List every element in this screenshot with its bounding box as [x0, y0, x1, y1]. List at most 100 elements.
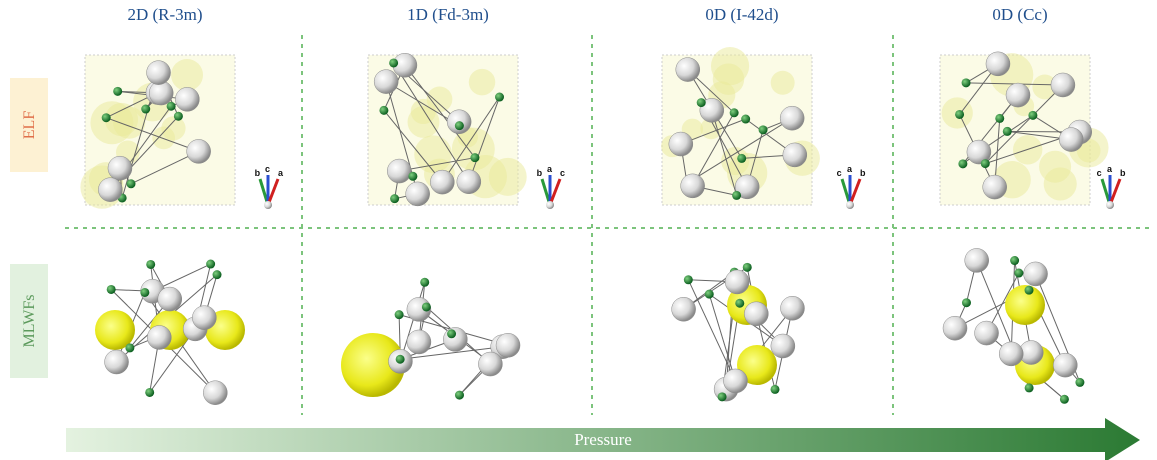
bond: [400, 346, 503, 360]
atom-small: [389, 58, 399, 68]
axis-label: a: [847, 164, 853, 174]
atom-large: [478, 351, 503, 377]
atom-large: [734, 174, 760, 200]
elf-cloud: [700, 117, 722, 140]
row-label: MLWFs: [21, 294, 38, 347]
atom-large: [203, 380, 228, 405]
atom-small: [145, 387, 155, 397]
atom-small: [1028, 110, 1038, 120]
elf-cloud: [161, 116, 186, 141]
atom-small: [206, 259, 216, 269]
atom-large: [1050, 72, 1076, 98]
atom-small: [958, 159, 968, 169]
atom-small: [961, 298, 971, 308]
atom-small: [980, 159, 990, 169]
atom-large: [495, 333, 521, 358]
atom-small: [1024, 285, 1034, 295]
elf-cloud: [710, 47, 750, 86]
atom-small: [146, 259, 156, 269]
atom-large: [964, 248, 989, 273]
atom-small: [420, 277, 430, 287]
atom-large: [675, 57, 701, 82]
atom-large: [668, 131, 694, 157]
axis-label: b: [537, 168, 543, 178]
atom-small: [125, 343, 135, 353]
elf-cloud: [1076, 138, 1101, 163]
atom-small: [495, 92, 505, 102]
atom-small: [995, 113, 1005, 123]
bond: [399, 282, 426, 362]
atom-large: [744, 301, 769, 327]
atom-large: [998, 341, 1024, 367]
atom-large: [387, 158, 412, 184]
arrow-label: Pressure: [574, 430, 632, 449]
axis-label: c: [560, 168, 565, 178]
axis-label: b: [255, 168, 261, 178]
atom-large: [147, 325, 172, 350]
atom-small: [454, 390, 464, 400]
axis-label: c: [837, 168, 842, 178]
atom-small: [212, 270, 222, 280]
wannier-function: [95, 310, 135, 350]
atom-large: [443, 327, 468, 352]
atom-large: [966, 139, 992, 165]
atom-small: [770, 384, 780, 394]
bond: [692, 112, 735, 187]
atom-small: [1059, 394, 1069, 404]
atom-large: [146, 60, 171, 85]
bond: [984, 84, 1064, 164]
bond: [441, 96, 500, 183]
bond: [385, 81, 460, 127]
atom-large: [192, 305, 217, 330]
atom-small: [737, 153, 747, 163]
row-label: ELF: [21, 111, 38, 140]
bond: [711, 110, 738, 196]
atom-large: [406, 329, 432, 355]
atom-small: [732, 190, 742, 200]
atom-small: [166, 101, 176, 111]
atom-small: [394, 310, 404, 320]
atom-small: [470, 153, 480, 163]
wannier-function: [1005, 285, 1045, 325]
column-title: 1D (Fd-3m): [407, 5, 489, 24]
atom-small: [454, 121, 464, 131]
atom-small: [173, 111, 183, 121]
atom-small: [106, 284, 116, 294]
atom-large: [1053, 352, 1078, 378]
axis-label: b: [1120, 168, 1126, 178]
atom-small: [704, 289, 714, 299]
atom-large: [186, 139, 211, 164]
axis-origin: [1106, 201, 1114, 209]
atom-large: [104, 349, 129, 375]
atom-large: [1058, 127, 1084, 152]
axis-label: a: [278, 168, 284, 178]
atom-small: [758, 125, 768, 135]
atom-large: [770, 333, 796, 359]
atom-small: [1014, 268, 1024, 278]
atom-small: [1075, 377, 1085, 387]
wannier-function: [341, 333, 405, 397]
elf-cloud: [171, 58, 204, 91]
atom-large: [723, 368, 748, 394]
atom-large: [373, 69, 399, 94]
atom-large: [456, 169, 482, 194]
atom-small: [955, 109, 965, 119]
atom-large: [699, 98, 725, 123]
atom-large: [175, 87, 200, 112]
bond: [686, 117, 793, 184]
atom-small: [101, 113, 111, 123]
elf-cloud: [410, 98, 436, 125]
atom-large: [157, 286, 183, 312]
atom-small: [696, 98, 706, 108]
axis-label: a: [1107, 164, 1113, 174]
bond: [468, 96, 500, 182]
atom-small: [742, 262, 752, 272]
atom-large: [405, 181, 430, 207]
elf-cloud: [104, 102, 139, 137]
bond: [404, 64, 476, 158]
axis-arrow: [1108, 178, 1122, 206]
axis-origin: [546, 201, 554, 209]
column-title: 0D (I-42d): [705, 5, 778, 24]
atom-large: [779, 105, 805, 131]
atom-large: [1023, 261, 1048, 287]
